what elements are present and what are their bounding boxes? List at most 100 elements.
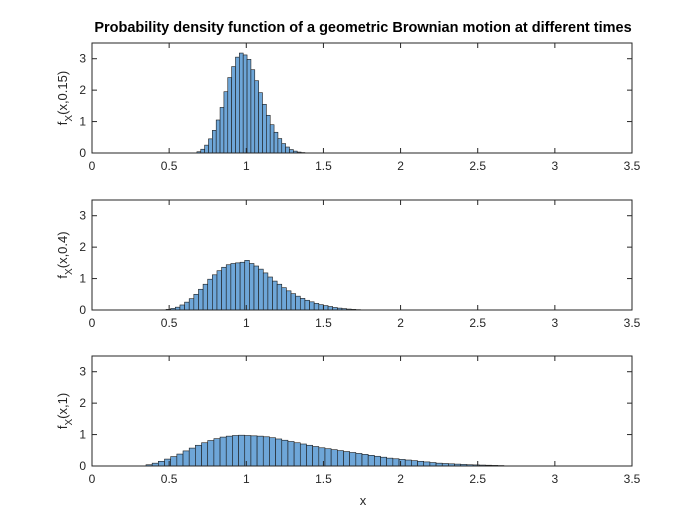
y-tick-label: 2: [79, 396, 86, 410]
y-label-rest: (x,1): [55, 393, 70, 419]
histogram-bar: [312, 446, 320, 467]
y-tick-label: 0: [79, 459, 86, 473]
histogram-bar: [273, 131, 279, 154]
histogram-bar: [392, 458, 400, 467]
y-tick-label: 3: [79, 365, 86, 379]
histogram-bar: [253, 265, 259, 311]
y-label-sub: X: [64, 419, 75, 426]
histogram-bar: [287, 441, 295, 467]
histogram-bar: [355, 453, 363, 467]
histogram-bar: [158, 460, 165, 467]
histogram-bar: [266, 114, 271, 154]
x-tick-label: 2: [397, 472, 404, 486]
subplot-t1: 0 1 2 3 0 0.5 1 1.5 2 2.5 3 3.5 fX(x,1): [55, 355, 641, 486]
x-tick-label: 0: [89, 472, 96, 486]
x-tick-label: 3.5: [624, 159, 641, 173]
y-tick-label: 3: [79, 52, 86, 66]
histogram-bar: [269, 124, 275, 154]
histogram-bar: [286, 290, 292, 311]
histogram-bar: [290, 293, 296, 311]
histogram-bar: [235, 262, 241, 311]
histogram-bar: [230, 263, 236, 311]
histogram-bar: [227, 77, 232, 154]
histogram-bar: [318, 447, 326, 467]
x-tick-label: 3: [552, 159, 559, 173]
y-axis-label: fX(x,1): [55, 393, 75, 429]
histogram-bar: [219, 107, 225, 154]
y-label-main: f: [55, 425, 70, 429]
y-axis-label: fX(x,0.15): [55, 71, 75, 125]
x-tick-label: 0: [89, 159, 96, 173]
x-tick-label: 3.5: [624, 316, 641, 330]
x-axis-label: x: [360, 493, 367, 508]
axes-frame: [91, 42, 633, 154]
histogram-bar: [215, 119, 221, 154]
histogram-bar: [289, 149, 294, 154]
histogram-bar: [272, 280, 278, 311]
histogram-bar: [213, 438, 221, 467]
histogram-bar: [380, 456, 387, 467]
histogram-bar: [281, 143, 286, 154]
histogram-bar: [250, 435, 258, 467]
histogram-bar: [244, 435, 252, 467]
histogram-bar: [195, 444, 202, 467]
histogram-bar: [225, 435, 233, 467]
histogram-bar: [276, 283, 283, 311]
histogram-bar: [244, 260, 250, 311]
x-tick-label: 0.5: [161, 472, 178, 486]
y-ticks: 0 1 2 3: [79, 52, 632, 160]
histogram-bar: [182, 450, 190, 467]
y-tick-label: 1: [79, 272, 86, 286]
histogram-bar: [374, 455, 381, 467]
axes-frame: [91, 199, 633, 311]
histogram-bar: [258, 268, 264, 311]
histogram-bar: [404, 459, 412, 467]
x-tick-label: 1.5: [315, 472, 332, 486]
subplot-t015: 0 1 2 3 0 0.5 1 1.5 2 2.5 3 3.5 fX(x,0.15): [55, 42, 641, 173]
histogram-bar: [343, 451, 350, 467]
histogram-bar: [262, 272, 269, 311]
histogram-bar: [212, 274, 218, 311]
y-label-main: f: [55, 275, 70, 279]
x-tick-label: 2.5: [469, 472, 486, 486]
x-tick-label: 3: [552, 316, 559, 330]
histogram-bar: [277, 138, 283, 154]
y-label-main: f: [55, 121, 70, 125]
x-tick-label: 2: [397, 159, 404, 173]
histogram-bar: [324, 448, 332, 467]
histogram-bar: [216, 270, 222, 311]
histogram-bar: [299, 443, 307, 467]
histogram-bar: [170, 456, 178, 467]
y-tick-label: 1: [79, 115, 86, 129]
x-tick-label: 2.5: [469, 316, 486, 330]
y-label-rest: (x,0.15): [55, 71, 70, 115]
histogram-bar: [386, 457, 394, 467]
histogram-bar: [398, 459, 406, 467]
histogram-bar: [367, 455, 375, 467]
x-tick-label: 2.5: [469, 159, 486, 173]
histogram-bar: [258, 92, 263, 154]
x-tick-label: 1: [243, 316, 250, 330]
histogram-bar: [250, 69, 256, 154]
histogram-bar: [164, 458, 171, 467]
x-tick-label: 0.5: [161, 159, 178, 173]
histogram-bar: [262, 436, 270, 467]
y-tick-label: 0: [79, 146, 86, 160]
histogram-bar: [267, 276, 273, 311]
y-ticks: 0 1 2 3: [79, 209, 632, 317]
histogram-bar: [198, 288, 204, 311]
histogram-bar: [262, 103, 267, 154]
histogram-bar: [304, 299, 310, 311]
x-ticks: 0 0.5 1 1.5 2 2.5 3 3.5: [89, 200, 641, 330]
y-tick-label: 3: [79, 209, 86, 223]
y-axis-label: fX(x,0.4): [55, 231, 75, 278]
histogram-bar: [207, 440, 215, 467]
x-tick-label: 3.5: [624, 472, 641, 486]
histogram-bar: [219, 436, 227, 467]
x-tick-label: 3: [552, 472, 559, 486]
histogram-bar: [423, 461, 431, 467]
x-ticks: 0 0.5 1 1.5 2 2.5 3 3.5: [89, 43, 641, 173]
y-tick-label: 2: [79, 83, 86, 97]
histogram-bars: [165, 260, 403, 311]
histogram-bar: [202, 283, 209, 311]
